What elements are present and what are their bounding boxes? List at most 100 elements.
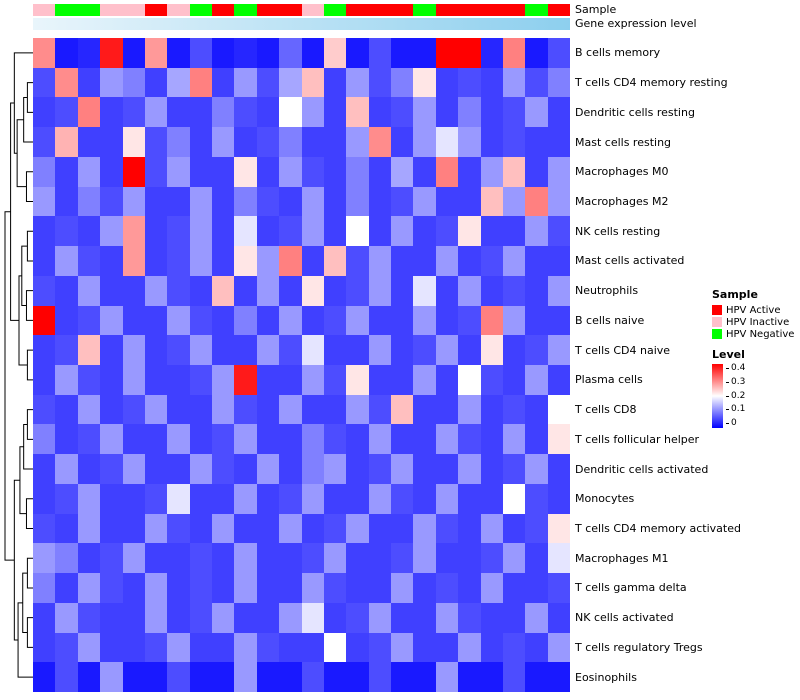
gene-expression-annotation-bar bbox=[33, 18, 570, 30]
heatmap-cell bbox=[55, 632, 78, 663]
heatmap-cell bbox=[391, 364, 414, 395]
heatmap-cell bbox=[301, 543, 324, 574]
heatmap-cell bbox=[391, 156, 414, 187]
heatmap-cell bbox=[502, 543, 526, 574]
heatmap-cell bbox=[391, 67, 414, 98]
heatmap-cell bbox=[212, 364, 235, 395]
legend-item: HPV Active bbox=[712, 304, 794, 316]
heatmap-cell bbox=[323, 602, 347, 633]
heatmap-cell bbox=[279, 127, 302, 157]
heatmap-cell bbox=[480, 305, 503, 336]
sample-annotation-cell bbox=[100, 4, 123, 16]
heatmap-cell bbox=[100, 454, 123, 484]
heatmap-cell bbox=[525, 97, 548, 128]
heatmap-cell bbox=[323, 275, 347, 306]
sample-annotation-label: Sample bbox=[575, 3, 617, 16]
sample-annotation-cell bbox=[391, 4, 414, 16]
heatmap-cell bbox=[346, 216, 369, 247]
heatmap-cell bbox=[167, 602, 190, 633]
row-label: Mast cells activated bbox=[575, 254, 685, 268]
heatmap-cell bbox=[413, 156, 436, 187]
heatmap-cell bbox=[323, 394, 347, 425]
heatmap-cell bbox=[458, 335, 481, 365]
heatmap-cell bbox=[100, 275, 123, 306]
heatmap-cell bbox=[525, 602, 548, 633]
heatmap-cell bbox=[413, 454, 436, 484]
heatmap-cell bbox=[435, 424, 459, 455]
heatmap-cell bbox=[391, 483, 414, 514]
legend: Sample HPV Active HPV Inactive HPV Negativ… bbox=[712, 288, 794, 428]
heatmap-cell bbox=[189, 573, 212, 603]
heatmap-cell bbox=[301, 573, 324, 603]
heatmap-cell bbox=[77, 275, 101, 306]
heatmap-cell bbox=[33, 38, 56, 68]
heatmap-cell bbox=[33, 513, 56, 544]
legend-level-block: Level 0.4 0.3 0.2 0.1 0 bbox=[712, 348, 794, 428]
heatmap-cell bbox=[279, 602, 302, 633]
heatmap-cell bbox=[480, 662, 503, 692]
heatmap-cell bbox=[55, 573, 78, 603]
legend-item-label: HPV Inactive bbox=[726, 316, 790, 328]
heatmap-cell bbox=[77, 513, 101, 544]
sample-annotation-cell bbox=[435, 4, 459, 16]
heatmap-cell bbox=[435, 335, 459, 365]
heatmap-cell bbox=[525, 483, 548, 514]
heatmap-cell bbox=[256, 67, 280, 98]
heatmap-cell bbox=[144, 186, 168, 217]
heatmap-cell bbox=[55, 186, 78, 217]
heatmap-cell bbox=[413, 483, 436, 514]
heatmap-cell bbox=[525, 216, 548, 247]
heatmap-cell bbox=[256, 543, 280, 574]
row-label: T cells follicular helper bbox=[575, 432, 700, 446]
heatmap-cell bbox=[346, 97, 369, 128]
heatmap-cell bbox=[480, 275, 503, 306]
heatmap-cell bbox=[33, 602, 56, 633]
heatmap-cell bbox=[346, 67, 369, 98]
heatmap-cell bbox=[435, 186, 459, 217]
heatmap-cell bbox=[189, 97, 212, 128]
heatmap-cell bbox=[525, 632, 548, 663]
sample-annotation-cell bbox=[189, 4, 212, 16]
heatmap-cell bbox=[167, 156, 190, 187]
sample-annotation-bar bbox=[33, 4, 570, 16]
heatmap-cell bbox=[391, 335, 414, 365]
heatmap-cell bbox=[234, 573, 257, 603]
heatmap-cell bbox=[234, 97, 257, 128]
heatmap-cell bbox=[368, 186, 391, 217]
sample-annotation-cell bbox=[279, 4, 302, 16]
heatmap-cell bbox=[212, 424, 235, 455]
heatmap-cell bbox=[458, 602, 481, 633]
heatmap-cell bbox=[413, 513, 436, 544]
heatmap-cell bbox=[502, 127, 526, 157]
heatmap-cell bbox=[122, 246, 145, 276]
heatmap-cell bbox=[256, 483, 280, 514]
heatmap-cell bbox=[435, 246, 459, 276]
sample-annotation-cell bbox=[480, 4, 503, 16]
heatmap-cell bbox=[413, 305, 436, 336]
heatmap-cell bbox=[144, 216, 168, 247]
heatmap-cell bbox=[167, 364, 190, 395]
heatmap-cell bbox=[458, 127, 481, 157]
heatmap-cell bbox=[346, 246, 369, 276]
heatmap-cell bbox=[256, 424, 280, 455]
heatmap-cell bbox=[525, 305, 548, 336]
heatmap-cell bbox=[368, 335, 391, 365]
heatmap-cell bbox=[256, 454, 280, 484]
heatmap-cell bbox=[167, 543, 190, 574]
heatmap-cell bbox=[323, 364, 347, 395]
heatmap-cell bbox=[323, 216, 347, 247]
heatmap-cell bbox=[55, 305, 78, 336]
heatmap-cell bbox=[212, 246, 235, 276]
heatmap-cell bbox=[279, 543, 302, 574]
heatmap-cell bbox=[55, 67, 78, 98]
legend-swatch bbox=[712, 329, 722, 339]
heatmap-cell bbox=[480, 335, 503, 365]
heatmap-cell bbox=[368, 632, 391, 663]
heatmap-cell bbox=[301, 38, 324, 68]
heatmap-cell bbox=[323, 97, 347, 128]
level-tick: 0.2 bbox=[726, 391, 745, 401]
heatmap-cell bbox=[346, 305, 369, 336]
heatmap-cell bbox=[525, 246, 548, 276]
heatmap-cell bbox=[525, 543, 548, 574]
heatmap-cell bbox=[144, 662, 168, 692]
